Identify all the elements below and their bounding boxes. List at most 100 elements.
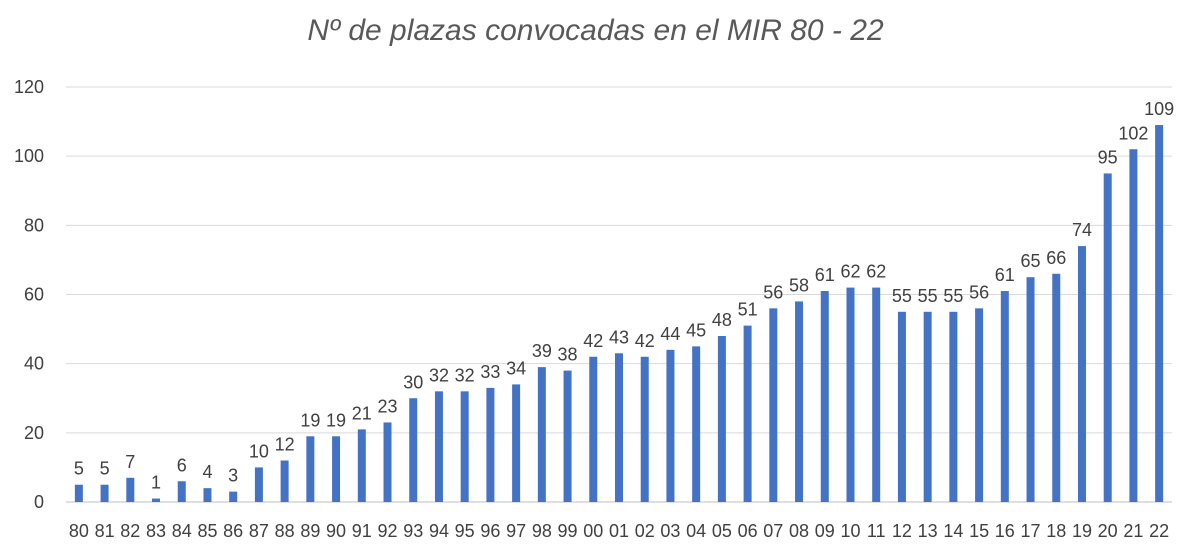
data-label: 44 [660,324,680,344]
y-tick-label: 20 [24,423,44,443]
y-tick-label: 100 [14,146,44,166]
data-label: 38 [558,345,578,365]
x-axis-ticks: 80 81 82 83 84 85 86 87 88 89 90 91 92 93 94 95 96 97 98 99… [69,521,1169,541]
x-tick-label: 11 [867,521,886,541]
data-label: 74 [1072,220,1092,240]
bar [1026,277,1035,502]
x-tick-label: 22 [1149,521,1169,541]
x-tick-label: 93 [403,521,423,541]
bar [1155,125,1164,503]
data-label: 39 [532,341,552,361]
x-tick-label: 15 [969,521,989,541]
x-tick-label: 19 [1072,521,1092,541]
x-tick-label: 89 [300,521,320,541]
bar [203,488,212,502]
data-label: 12 [275,435,295,455]
data-label: 19 [326,410,346,430]
bar [743,325,752,502]
x-tick-label: 02 [635,521,655,541]
bar [512,384,521,502]
bar [126,477,135,502]
data-label: 109 [1144,99,1174,119]
data-label: 102 [1118,123,1148,143]
data-label: 32 [429,365,449,385]
x-tick-label: 10 [840,521,860,541]
bar [537,367,546,502]
bar [769,308,778,502]
data-label: 43 [609,327,629,347]
bar [872,287,881,502]
bar [795,301,804,502]
bar [1103,173,1112,503]
data-label: 3 [228,466,238,486]
data-label: 21 [352,403,372,423]
x-tick-label: 06 [738,521,758,541]
data-label: 5 [74,459,84,479]
bar [692,346,701,502]
x-tick-label: 82 [120,521,140,541]
bar [409,398,418,502]
bar [1129,149,1138,502]
data-label: 56 [969,282,989,302]
x-tick-label: 03 [660,521,680,541]
data-label: 51 [738,300,758,320]
bar [615,353,623,502]
bar [486,387,495,502]
bar [383,422,392,502]
bar [1077,246,1086,502]
x-tick-label: 17 [1021,521,1041,541]
y-tick-label: 120 [14,77,44,97]
chart-title: Nº de plazas convocadas en el MIR 80 - 2… [307,14,884,47]
x-tick-label: 94 [429,521,449,541]
data-label: 7 [125,452,135,472]
x-tick-label: 13 [918,521,938,541]
x-tick-label: 04 [686,521,706,541]
bar [923,311,932,502]
x-tick-label: 20 [1098,521,1118,541]
x-tick-label: 92 [377,521,397,541]
bar [434,391,443,502]
x-tick-label: 05 [712,521,732,541]
data-label: 62 [840,262,860,282]
data-label: 48 [712,310,732,330]
x-tick-label: 80 [69,521,89,541]
bar [306,436,315,502]
x-tick-label: 07 [763,521,783,541]
data-label: 33 [480,362,500,382]
data-label: 55 [943,286,963,306]
data-label: 1 [151,473,161,493]
x-tick-label: 91 [352,521,372,541]
x-tick-label: 90 [326,521,346,541]
bar [563,370,572,502]
x-tick-label: 00 [583,521,603,541]
bar [100,484,109,502]
data-label: 45 [686,320,706,340]
bars [74,125,1164,503]
y-tick-label: 40 [24,354,44,374]
bar [846,287,855,502]
bar [74,484,83,502]
y-axis-ticks: 0 20 40 60 80 100 120 [14,77,44,512]
data-label: 61 [815,265,835,285]
x-tick-label: 95 [455,521,475,541]
data-label: 65 [1021,251,1041,271]
x-tick-label: 97 [506,521,526,541]
data-label: 30 [403,372,423,392]
x-tick-label: 99 [558,521,578,541]
x-tick-label: 84 [172,521,192,541]
bar [177,481,186,502]
bar [897,311,906,502]
data-label: 10 [249,441,269,461]
bar [717,336,726,502]
y-tick-label: 0 [34,492,44,512]
bar [254,467,263,502]
data-label: 42 [583,331,603,351]
data-label: 55 [892,286,912,306]
data-label: 61 [995,265,1015,285]
data-label: 34 [506,358,526,378]
bar [975,308,984,502]
data-label: 32 [455,365,475,385]
bar [357,429,366,502]
x-tick-label: 14 [943,521,963,541]
